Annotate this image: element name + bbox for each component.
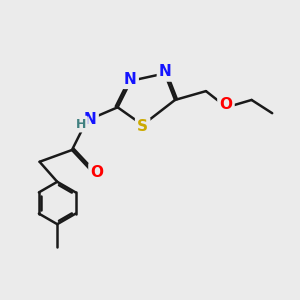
Text: S: S xyxy=(137,119,148,134)
Text: N: N xyxy=(159,64,172,80)
Text: O: O xyxy=(91,165,103,180)
Text: O: O xyxy=(220,97,232,112)
Text: H: H xyxy=(76,118,86,130)
Text: N: N xyxy=(84,112,97,127)
Text: N: N xyxy=(124,72,136,87)
